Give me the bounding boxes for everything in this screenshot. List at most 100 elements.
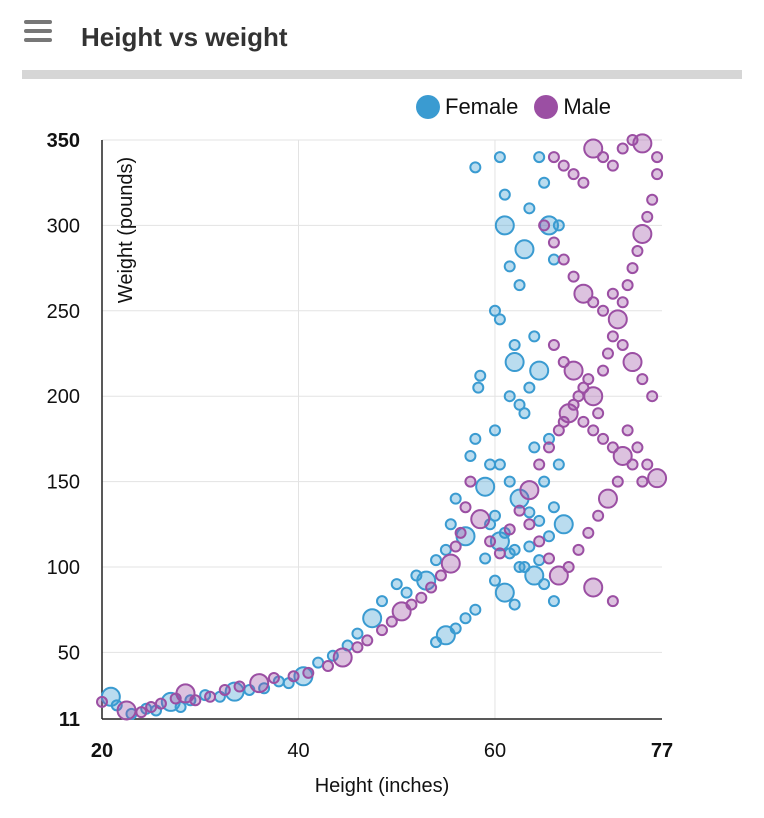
menu-icon[interactable] — [24, 20, 52, 44]
data-point-male — [459, 501, 472, 514]
data-point-female — [469, 603, 482, 616]
legend-label-female: Female — [445, 94, 519, 119]
data-point-female — [351, 627, 364, 640]
data-point-female — [503, 547, 516, 560]
data-point-male — [543, 441, 556, 454]
data-point-male — [632, 223, 653, 244]
data-point-female — [498, 188, 511, 201]
data-point-female — [390, 578, 403, 591]
y-tick-label: 200 — [47, 386, 80, 408]
data-point-male — [361, 634, 374, 647]
data-point-male — [385, 615, 398, 628]
data-point-female — [552, 219, 565, 232]
data-point-male — [533, 458, 546, 471]
data-point-male — [552, 424, 565, 437]
data-point-male — [434, 569, 447, 582]
data-point-female — [488, 574, 501, 587]
data-point-male — [538, 219, 551, 232]
data-point-male — [572, 543, 585, 556]
data-point-male — [547, 236, 560, 249]
data-point-male — [464, 475, 477, 488]
data-point-male — [622, 352, 643, 373]
data-point-male — [616, 338, 629, 351]
data-point-male — [607, 309, 628, 330]
data-point-male — [503, 523, 516, 536]
data-point-male — [616, 296, 629, 309]
legend-item-female[interactable]: Female — [416, 94, 518, 120]
data-point-male — [606, 287, 619, 300]
data-point-male — [440, 553, 461, 574]
data-point-male — [587, 296, 600, 309]
data-point-male — [567, 398, 580, 411]
data-point-female — [528, 330, 541, 343]
data-point-female — [400, 586, 413, 599]
data-point-female — [547, 253, 560, 266]
data-point-female — [488, 424, 501, 437]
data-point-male — [606, 159, 619, 172]
data-point-female — [459, 612, 472, 625]
data-point-male — [218, 683, 231, 696]
data-point-male — [592, 509, 605, 522]
data-point-female — [258, 682, 271, 695]
legend-swatch-female — [416, 95, 440, 119]
data-point-male — [513, 504, 526, 517]
data-point-male — [597, 304, 610, 317]
data-point-male — [135, 706, 148, 719]
data-point-female — [553, 514, 574, 535]
data-point-female — [538, 475, 551, 488]
data-point-male — [470, 509, 491, 530]
data-point-male — [302, 666, 315, 679]
data-point-male — [597, 364, 610, 377]
data-point-female — [538, 176, 551, 189]
data-point-female — [543, 432, 556, 445]
data-point-female — [503, 475, 516, 488]
x-tick-label: 60 — [484, 740, 506, 762]
data-point-male — [651, 168, 664, 181]
data-point-female — [444, 518, 457, 531]
data-point-female — [439, 543, 452, 556]
data-point-male — [631, 245, 644, 258]
y-tick-label: 50 — [58, 642, 80, 664]
data-point-male — [646, 390, 659, 403]
legend-item-male[interactable]: Male — [534, 94, 611, 120]
data-point-male — [321, 660, 334, 673]
data-point-male — [641, 210, 654, 223]
header-bar: Height vs weight — [0, 0, 764, 80]
divider — [22, 70, 742, 79]
data-point-female — [524, 565, 545, 586]
data-point-male — [651, 151, 664, 164]
data-point-female — [494, 582, 515, 603]
data-point-male — [577, 176, 590, 189]
data-point-male — [597, 432, 610, 445]
data-point-male — [582, 526, 595, 539]
data-point-female — [547, 595, 560, 608]
data-point-female — [533, 554, 546, 567]
data-point-female — [484, 458, 497, 471]
data-point-male — [647, 468, 668, 489]
data-point-female — [493, 458, 506, 471]
data-point-male — [351, 641, 364, 654]
data-point-male — [582, 373, 595, 386]
data-point-male — [583, 138, 604, 159]
data-point-male — [287, 670, 300, 683]
data-point-female — [533, 514, 546, 527]
data-point-female — [493, 313, 506, 326]
y-tick-label: 100 — [47, 557, 80, 579]
data-point-male — [626, 458, 639, 471]
data-point-male — [606, 595, 619, 608]
data-point-male — [621, 279, 634, 292]
x-tick-label: 77 — [651, 740, 673, 762]
data-point-female — [469, 432, 482, 445]
data-point-male — [116, 700, 137, 721]
data-point-male — [567, 270, 580, 283]
data-point-male — [641, 458, 654, 471]
data-point-female — [312, 656, 325, 669]
data-point-female — [508, 598, 521, 611]
data-point-male — [583, 386, 604, 407]
data-point-male — [557, 253, 570, 266]
data-point-male — [616, 142, 629, 155]
y-tick-label: 300 — [47, 215, 80, 237]
data-point-male — [533, 535, 546, 548]
data-point-male — [636, 475, 649, 488]
data-point-male — [249, 673, 270, 694]
